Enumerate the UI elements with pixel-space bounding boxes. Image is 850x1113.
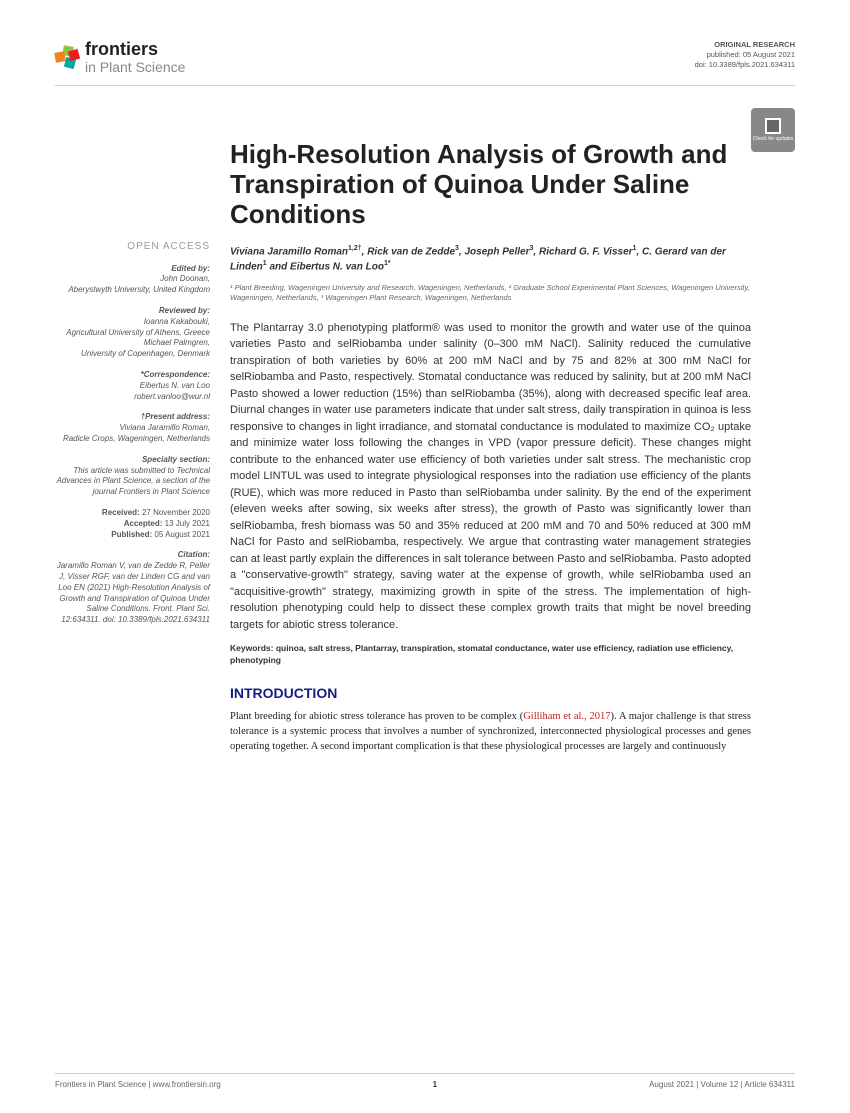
publication-info: ORIGINAL RESEARCH published: 05 August 2… <box>695 40 795 69</box>
present-affil: Radicle Crops, Wageningen, Netherlands <box>55 434 210 445</box>
specialty-block: Specialty section: This article was subm… <box>55 455 210 498</box>
reviewed-by-block: Reviewed by: Ioanna Kakabouki, Agricultu… <box>55 306 210 360</box>
intro-heading: INTRODUCTION <box>230 685 751 701</box>
corr-email: robert.vanloo@wur.nl <box>55 392 210 403</box>
author-list: Viviana Jaramillo Roman1,2†, Rick van de… <box>230 244 751 275</box>
reviewed-label: Reviewed by: <box>55 306 210 317</box>
intro-paragraph: Plant breeding for abiotic stress tolera… <box>230 709 751 755</box>
footer-left: Frontiers in Plant Science | www.frontie… <box>55 1080 221 1089</box>
corr-label: *Correspondence: <box>55 370 210 381</box>
correspondence-block: *Correspondence: Eibertus N. van Loo rob… <box>55 370 210 402</box>
reviewer1: Ioanna Kakabouki, <box>55 317 210 328</box>
abstract: The Plantarray 3.0 phenotyping platform®… <box>230 320 751 634</box>
editor-affil: Aberystwyth University, United Kingdom <box>55 285 210 296</box>
footer-page-number: 1 <box>433 1080 437 1089</box>
citation-text: Jaramillo Roman V, van de Zedde R, Pelle… <box>55 561 210 626</box>
edited-by-block: Edited by: John Doonan, Aberystwyth Univ… <box>55 264 210 296</box>
citation-label: Citation: <box>55 550 210 561</box>
received-date: Received: Received: 27 November 202027 N… <box>55 508 210 519</box>
specialty-text: This article was submitted to Technical … <box>55 466 210 498</box>
frontiers-logo-icon <box>55 46 79 70</box>
updates-label: Check for updates <box>753 136 794 142</box>
keywords: Keywords: quinoa, salt stress, Plantarra… <box>230 643 751 667</box>
intro-text-pre: Plant breeding for abiotic stress tolera… <box>230 711 523 722</box>
main-layout: OPEN ACCESS Edited by: John Doonan, Aber… <box>55 140 751 754</box>
editor-name: John Doonan, <box>55 274 210 285</box>
present-name: Viviana Jaramillo Roman, <box>55 423 210 434</box>
check-updates-badge[interactable]: Check for updates <box>751 108 795 152</box>
logo-line2: in Plant Science <box>85 60 185 75</box>
sidebar: OPEN ACCESS Edited by: John Doonan, Aber… <box>55 140 210 754</box>
published-date: Published: 05 August 2021 <box>55 530 210 541</box>
open-access-label: OPEN ACCESS <box>55 240 210 254</box>
affiliations: ¹ Plant Breeding, Wageningen University … <box>230 283 751 304</box>
pub-type: ORIGINAL RESEARCH <box>695 40 795 50</box>
specialty-label: Specialty section: <box>55 455 210 466</box>
page-footer: Frontiers in Plant Science | www.frontie… <box>55 1073 795 1089</box>
reviewer2: Michael Palmgren, <box>55 338 210 349</box>
journal-logo: frontiers in Plant Science <box>55 40 185 75</box>
present-label: †Present address: <box>55 412 210 423</box>
pub-date: published: 05 August 2021 <box>695 50 795 60</box>
dates-block: Received: Received: 27 November 202027 N… <box>55 508 210 540</box>
present-address-block: †Present address: Viviana Jaramillo Roma… <box>55 412 210 444</box>
journal-logo-text: frontiers in Plant Science <box>85 40 185 75</box>
citation-link[interactable]: Gilliham et al., 2017 <box>523 711 610 722</box>
reviewer1-affil: Agricultural University of Athens, Greec… <box>55 328 210 339</box>
logo-line1: frontiers <box>85 40 185 60</box>
article-content: High-Resolution Analysis of Growth and T… <box>230 140 751 754</box>
edited-label: Edited by: <box>55 264 210 275</box>
article-title: High-Resolution Analysis of Growth and T… <box>230 140 751 230</box>
page-root: frontiers in Plant Science ORIGINAL RESE… <box>0 0 850 1113</box>
accepted-date: Accepted: 13 July 2021 <box>55 519 210 530</box>
citation-block: Citation: Jaramillo Roman V, van de Zedd… <box>55 550 210 626</box>
reviewer2-affil: University of Copenhagen, Denmark <box>55 349 210 360</box>
pub-doi: doi: 10.3389/fpls.2021.634311 <box>695 60 795 70</box>
corr-name: Eibertus N. van Loo <box>55 381 210 392</box>
page-header: frontiers in Plant Science ORIGINAL RESE… <box>55 40 795 86</box>
footer-right: August 2021 | Volume 12 | Article 634311 <box>649 1080 795 1089</box>
updates-icon <box>765 118 781 134</box>
